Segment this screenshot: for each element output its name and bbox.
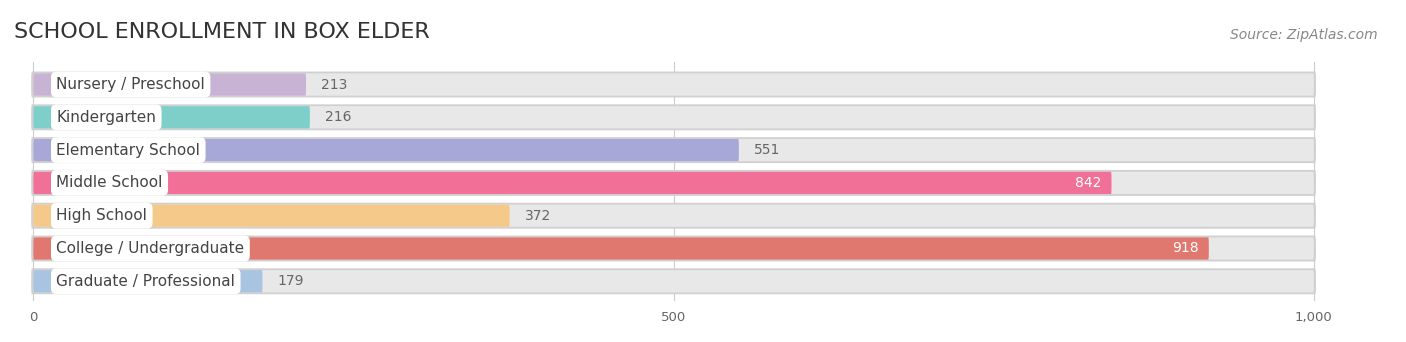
- Text: 213: 213: [322, 78, 347, 92]
- Text: Middle School: Middle School: [56, 175, 163, 190]
- Text: 179: 179: [278, 274, 304, 288]
- FancyBboxPatch shape: [34, 106, 309, 129]
- Text: Source: ZipAtlas.com: Source: ZipAtlas.com: [1230, 28, 1378, 42]
- Text: 842: 842: [1076, 176, 1101, 190]
- FancyBboxPatch shape: [32, 203, 1315, 228]
- FancyBboxPatch shape: [34, 270, 1313, 292]
- FancyBboxPatch shape: [34, 74, 307, 96]
- Text: Elementary School: Elementary School: [56, 143, 200, 158]
- Text: 372: 372: [524, 209, 551, 223]
- FancyBboxPatch shape: [34, 139, 1313, 161]
- FancyBboxPatch shape: [34, 237, 1313, 260]
- FancyBboxPatch shape: [34, 205, 509, 227]
- FancyBboxPatch shape: [32, 171, 1315, 195]
- FancyBboxPatch shape: [34, 74, 1313, 96]
- Text: Graduate / Professional: Graduate / Professional: [56, 274, 235, 289]
- FancyBboxPatch shape: [34, 172, 1112, 194]
- FancyBboxPatch shape: [34, 172, 1313, 194]
- FancyBboxPatch shape: [32, 73, 1315, 97]
- Text: Nursery / Preschool: Nursery / Preschool: [56, 77, 205, 92]
- FancyBboxPatch shape: [32, 105, 1315, 129]
- FancyBboxPatch shape: [34, 106, 1313, 129]
- Text: High School: High School: [56, 208, 148, 223]
- Text: SCHOOL ENROLLMENT IN BOX ELDER: SCHOOL ENROLLMENT IN BOX ELDER: [14, 23, 430, 42]
- Text: 551: 551: [754, 143, 780, 157]
- Text: College / Undergraduate: College / Undergraduate: [56, 241, 245, 256]
- Text: 216: 216: [325, 110, 352, 124]
- FancyBboxPatch shape: [32, 236, 1315, 261]
- FancyBboxPatch shape: [34, 270, 263, 292]
- FancyBboxPatch shape: [32, 269, 1315, 293]
- FancyBboxPatch shape: [34, 205, 1313, 227]
- Text: Kindergarten: Kindergarten: [56, 110, 156, 125]
- Text: 918: 918: [1173, 241, 1198, 255]
- FancyBboxPatch shape: [32, 138, 1315, 162]
- FancyBboxPatch shape: [34, 237, 1209, 260]
- FancyBboxPatch shape: [34, 139, 740, 161]
